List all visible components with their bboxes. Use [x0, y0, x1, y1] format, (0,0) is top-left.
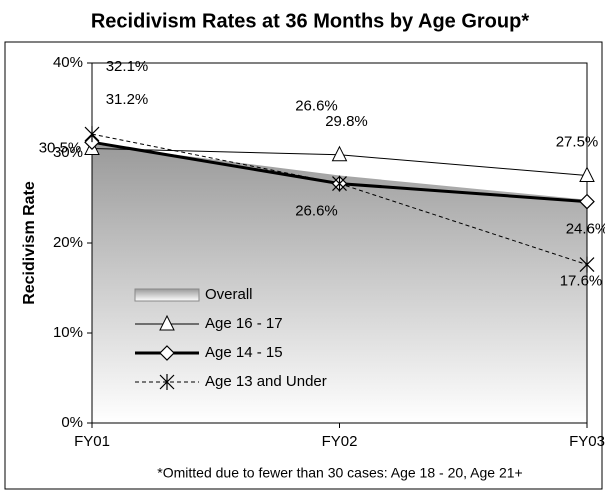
- legend-label: Age 13 and Under: [205, 373, 327, 390]
- legend-swatch: [134, 288, 200, 302]
- marker: [579, 256, 595, 273]
- y-tick-label: 0%: [61, 414, 83, 431]
- data-label: 26.6%: [295, 98, 338, 115]
- area: [92, 144, 587, 423]
- footnote: *Omitted due to fewer than 30 cases: Age…: [157, 465, 522, 481]
- data-label: 24.6%: [566, 221, 605, 238]
- marker: [579, 193, 595, 210]
- marker: [579, 166, 595, 182]
- legend-marker: [159, 374, 175, 390]
- legend-marker: [159, 314, 175, 331]
- marker: [84, 126, 100, 143]
- data-label: 26.6%: [295, 203, 338, 220]
- legend-label: Overall: [205, 286, 253, 303]
- x-tick-label: FY01: [74, 433, 110, 450]
- data-label: 31.2%: [106, 91, 149, 108]
- chart-frame: [4, 41, 603, 490]
- data-label: 32.1%: [106, 58, 149, 75]
- data-label: 30.5%: [39, 139, 82, 156]
- y-tick-label: 10%: [53, 324, 83, 341]
- chart-title: Recidivism Rates at 36 Months by Age Gro…: [91, 10, 529, 32]
- marker: [332, 175, 347, 192]
- data-label: 27.5%: [556, 133, 599, 150]
- legend-marker: [159, 345, 175, 361]
- x-tick-label: FY03: [569, 433, 605, 450]
- legend-label: Age 16 - 17: [205, 315, 283, 332]
- x-tick-label: FY02: [322, 433, 358, 450]
- marker: [84, 134, 100, 151]
- marker: [331, 145, 348, 162]
- data-label: 29.8%: [325, 113, 368, 130]
- y-tick-label: 30%: [53, 144, 83, 161]
- y-tick-label: 40%: [53, 54, 83, 71]
- y-tick-label: 20%: [53, 234, 83, 251]
- legend-label: Age 14 - 15: [205, 344, 283, 361]
- data-label: 17.6%: [560, 273, 603, 290]
- y-axis-title: Recidivism Rate: [21, 181, 38, 305]
